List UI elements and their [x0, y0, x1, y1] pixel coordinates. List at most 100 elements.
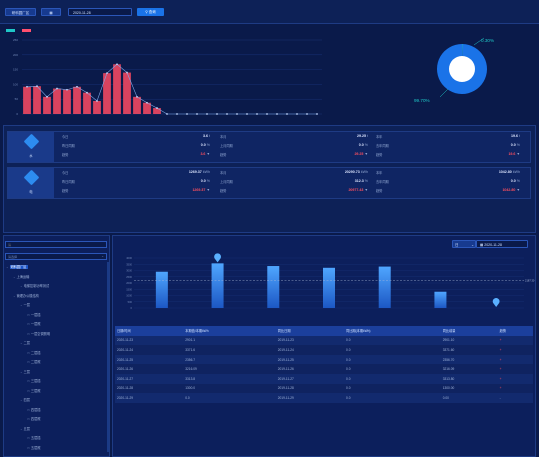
- tree-node[interactable]: ▭ 一层照: [27, 321, 40, 326]
- tree-node[interactable]: ⌄ 四层: [20, 397, 30, 402]
- query-button[interactable]: ⚲ 查询: [137, 8, 164, 16]
- table-row[interactable]: 2020-11-28 1300.0 2019-11-28 0.0 1300.00 +: [115, 383, 533, 394]
- usage-bar[interactable]: [33, 86, 41, 114]
- usage-line-point[interactable]: [166, 113, 168, 115]
- sidebar-search-input[interactable]: [5, 241, 107, 248]
- tree-node[interactable]: ⌄ 三层: [20, 369, 30, 374]
- usage-bar[interactable]: [53, 88, 61, 114]
- tree-node[interactable]: ▭ 四层插: [27, 407, 40, 412]
- usage-line-point[interactable]: [216, 113, 218, 115]
- usage-line-point[interactable]: [256, 113, 258, 115]
- usage-line-point[interactable]: [186, 113, 188, 115]
- daily-bar[interactable]: [211, 263, 224, 308]
- tree-node[interactable]: ⌄ 电梯控制功率测试: [20, 283, 49, 288]
- daily-bar[interactable]: [155, 271, 168, 308]
- table-row[interactable]: 2020-11-29 0.0 2019-11-29 0.0 0.00-: [115, 393, 533, 403]
- usage-line-point[interactable]: [66, 88, 68, 91]
- tree-node[interactable]: ▭ 一层空调照明: [27, 331, 50, 336]
- tree-node[interactable]: ▭ 三层照: [27, 388, 40, 393]
- tree-node[interactable]: ▭ 四层照: [27, 416, 40, 421]
- tree-node[interactable]: ▭ 五层照: [27, 445, 40, 450]
- usage-line-point[interactable]: [246, 113, 248, 115]
- period-select[interactable]: 日 ⌄: [452, 240, 476, 248]
- tree-node[interactable]: ▭ 一层插: [27, 312, 40, 317]
- legend-item-1[interactable]: [6, 29, 15, 32]
- usage-line-point[interactable]: [306, 113, 308, 115]
- usage-bar[interactable]: [103, 73, 111, 114]
- daily-bar[interactable]: [434, 291, 447, 308]
- usage-bar[interactable]: [43, 96, 51, 114]
- usage-line-point[interactable]: [156, 107, 158, 109]
- usage-line-point[interactable]: [276, 113, 278, 115]
- table-row[interactable]: 2020-11-24 3371.6 2019-11-24 0.0 3371.60 +: [115, 345, 533, 355]
- usage-line-point[interactable]: [76, 85, 78, 88]
- usage-line-point[interactable]: [116, 63, 118, 66]
- tree-node[interactable]: ⌄ 研科园厂区: [6, 264, 28, 269]
- stat-label: 趋势: [220, 153, 227, 157]
- tree-node[interactable]: ⌄ 二层: [20, 340, 30, 345]
- usage-bar[interactable]: [133, 96, 141, 114]
- usage-line-point[interactable]: [126, 71, 128, 74]
- tree-node[interactable]: ⌄ 一层: [20, 302, 30, 307]
- usage-line-point[interactable]: [146, 101, 148, 104]
- usage-line-point[interactable]: [56, 87, 58, 90]
- table-row[interactable]: 2020-11-25 2356.7 2019-11-25 0.0 2356.70 +: [115, 354, 533, 365]
- usage-bar[interactable]: [153, 108, 161, 114]
- tree-node[interactable]: ⌄ 五层: [20, 426, 30, 431]
- usage-line-point[interactable]: [26, 85, 28, 88]
- table-header[interactable]: 日期/时间: [115, 326, 184, 336]
- table-header[interactable]: 同比日期: [275, 326, 345, 336]
- table-row[interactable]: 2020-11-26 3216.09 2019-11-26 0.0 3216.09 +: [115, 364, 533, 374]
- usage-line-point[interactable]: [236, 113, 238, 115]
- table-cell: 1300.0: [183, 383, 276, 394]
- tree-node[interactable]: ⌄ 管理办公楼结构: [13, 293, 39, 298]
- usage-line-point[interactable]: [206, 113, 208, 115]
- table-row[interactable]: 2020-11-23 2901.1 2019-11-23 0.0 2901.10 +: [115, 335, 533, 346]
- usage-bar[interactable]: [83, 92, 91, 114]
- usage-bar[interactable]: [113, 64, 121, 114]
- tree-node[interactable]: ▭ 五层插: [27, 435, 40, 440]
- usage-bar[interactable]: [143, 102, 151, 114]
- usage-line-point[interactable]: [286, 113, 288, 115]
- stat-label: 昨日同期: [62, 180, 75, 184]
- daily-bar[interactable]: [378, 266, 391, 308]
- bottom-date-input[interactable]: ▦ 2020-11-28: [476, 240, 528, 248]
- usage-bar[interactable]: [93, 100, 101, 114]
- usage-line-point[interactable]: [266, 113, 268, 115]
- usage-line-point[interactable]: [36, 85, 38, 88]
- usage-line-point[interactable]: [296, 113, 298, 115]
- usage-line-point[interactable]: [196, 113, 198, 115]
- sidebar-filter-select[interactable]: 请选择 ⌄: [5, 253, 107, 260]
- table-header[interactable]: 同比增量: [440, 326, 498, 336]
- usage-line-point[interactable]: [46, 95, 48, 98]
- usage-bar[interactable]: [73, 86, 81, 114]
- stat-label: 本年: [376, 135, 383, 139]
- tree-node[interactable]: ▭ 二层照: [27, 359, 40, 364]
- tree-node[interactable]: ▭ 二层插: [27, 350, 40, 355]
- usage-line-point[interactable]: [96, 100, 98, 102]
- table-cell: 2020-11-23: [115, 335, 184, 346]
- usage-bar[interactable]: [63, 89, 71, 114]
- stat-value: 1269.37▼: [192, 188, 210, 192]
- daily-bar[interactable]: [323, 267, 335, 308]
- table-header[interactable]: 本期值/本期kWh: [183, 326, 276, 336]
- calendar-button[interactable]: ▦: [41, 8, 61, 16]
- table-row[interactable]: 2020-11-27 3313.8 2019-11-27 0.0 3313.80 +: [115, 373, 533, 384]
- usage-line-point[interactable]: [86, 91, 88, 94]
- usage-line-point[interactable]: [226, 113, 228, 115]
- tree-node[interactable]: ▭ 三层插: [27, 378, 40, 383]
- usage-line-point[interactable]: [176, 113, 178, 115]
- usage-line-point[interactable]: [106, 72, 108, 75]
- tree-node[interactable]: ⌄ 上海运输: [13, 274, 29, 279]
- usage-bar[interactable]: [123, 72, 131, 114]
- legend-item-2[interactable]: [22, 29, 31, 32]
- usage-line-point[interactable]: [136, 95, 138, 98]
- daily-bar[interactable]: [267, 266, 280, 308]
- sidebar-scrollbar[interactable]: [107, 262, 109, 452]
- tree-select[interactable]: 研科园厂区: [5, 8, 36, 16]
- table-header[interactable]: 同比期(本期kWh): [344, 326, 441, 336]
- usage-bar[interactable]: [23, 86, 31, 114]
- date-input[interactable]: 2020-11-28: [68, 8, 132, 16]
- table-header[interactable]: 趋势: [497, 326, 533, 336]
- usage-line-point[interactable]: [316, 113, 318, 115]
